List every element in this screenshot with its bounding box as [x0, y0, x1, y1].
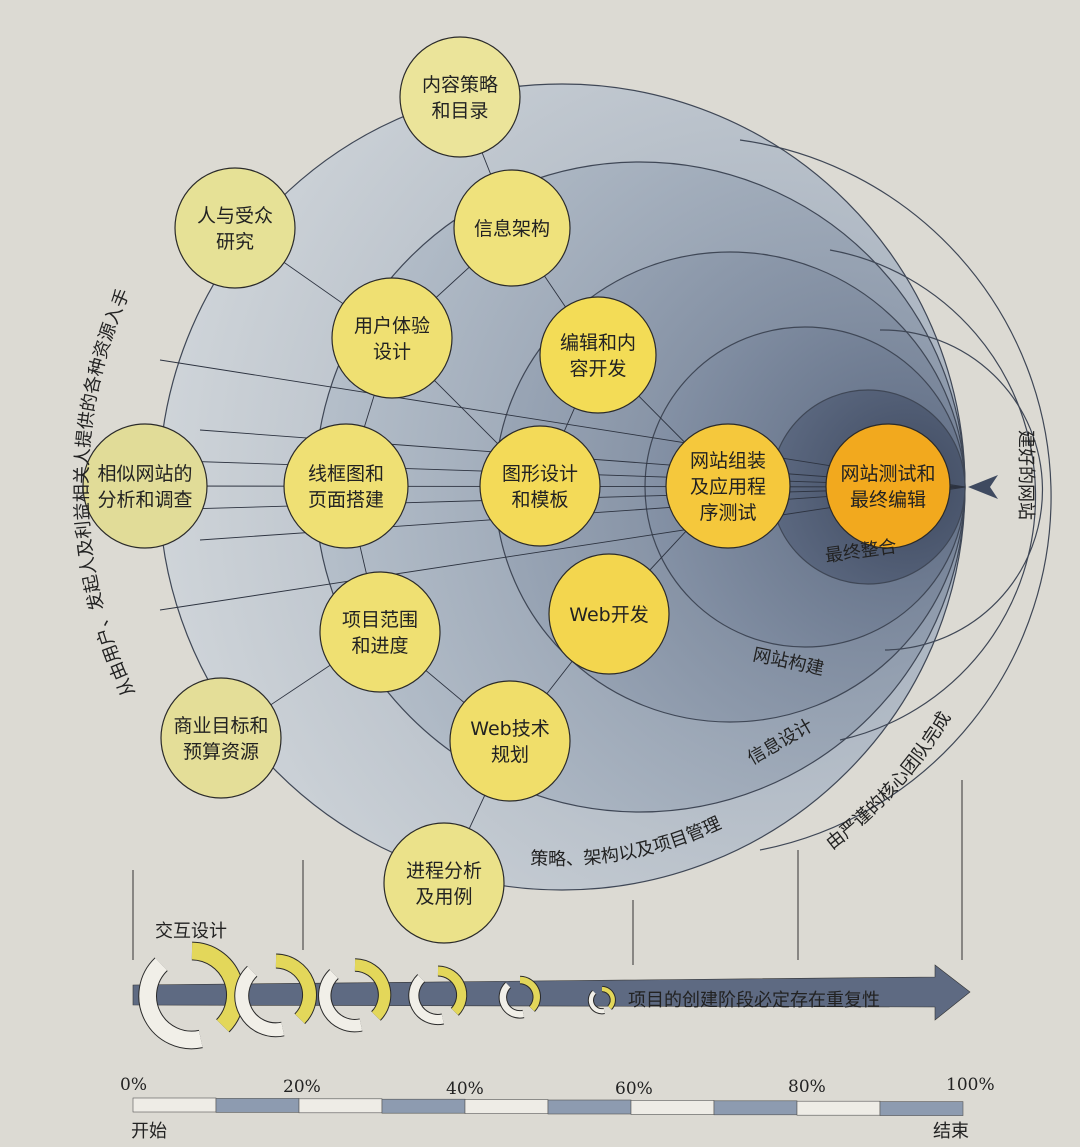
phase-dividers	[132, 780, 963, 965]
timeline-segment	[547, 1099, 632, 1115]
node-label: 页面搭建	[308, 489, 384, 511]
timeline-segment	[464, 1099, 549, 1114]
interaction-design-label: 交互设计	[155, 921, 227, 942]
timeline-segment	[132, 1097, 217, 1113]
node-web-development: Web开发	[548, 553, 670, 675]
node-label: 序测试	[699, 502, 756, 524]
node-circle	[453, 169, 571, 287]
node-label: 最终编辑	[850, 489, 926, 511]
tick-20: 20%	[283, 1077, 321, 1097]
timeline-segment	[215, 1098, 300, 1113]
node-label: 线框图和	[308, 463, 384, 485]
node-label: 设计	[373, 341, 411, 363]
node-label: 及用例	[415, 886, 472, 908]
cycle-icon	[138, 941, 245, 1050]
node-label: 编辑和内	[560, 332, 636, 354]
node-label: 进程分析	[406, 860, 482, 882]
node-label: 容开发	[569, 358, 626, 380]
node-circle	[383, 822, 505, 944]
tick-0: 0%	[120, 1075, 147, 1095]
iteration-arrow	[132, 964, 971, 1021]
cycle-icon	[498, 975, 541, 1019]
node-circle	[539, 296, 657, 414]
tick-40: 40%	[446, 1079, 484, 1099]
timeline-segment	[630, 1100, 715, 1115]
node-circle	[479, 425, 601, 547]
iteration-cycles	[138, 941, 616, 1050]
output-label: 建好的网站	[1015, 430, 1036, 520]
node-label: 和模板	[511, 489, 568, 511]
timeline-segment	[879, 1101, 964, 1116]
node-label: 项目范围	[342, 609, 418, 631]
node-label: 预算资源	[183, 741, 259, 763]
node-circle	[283, 423, 409, 549]
node-circle	[319, 571, 441, 693]
node-circle	[399, 36, 521, 158]
timeline-start: 开始	[131, 1121, 167, 1142]
timeline-end: 结束	[933, 1121, 969, 1142]
node-label: 分析和调查	[97, 489, 192, 511]
node-label: 网站测试和	[840, 463, 935, 485]
node-circle	[548, 553, 670, 675]
node-circle	[82, 423, 208, 549]
tick-60: 60%	[615, 1079, 653, 1099]
tick-80: 80%	[788, 1077, 826, 1097]
node-label: 相似网站的	[97, 463, 192, 485]
node-circle	[331, 277, 453, 399]
timeline-segment	[381, 1098, 466, 1114]
node-label: 图形设计	[502, 463, 578, 485]
cycle-icon	[234, 953, 317, 1038]
node-information-architecture: 信息架构	[453, 169, 571, 287]
node-circle	[174, 167, 296, 289]
tick-100: 100%	[946, 1075, 995, 1095]
node-circle	[665, 423, 791, 549]
node-label: 研究	[216, 231, 254, 253]
iteration-note: 项目的创建阶段必定存在重复性	[628, 990, 880, 1011]
node-label: 人与受众	[197, 205, 273, 227]
node-label: 用户体验	[354, 315, 430, 337]
progress-timeline	[132, 1097, 964, 1116]
node-label: 及应用程	[690, 476, 766, 498]
cycle-icon	[408, 965, 468, 1026]
node-circle	[449, 680, 571, 802]
timeline-segment	[796, 1100, 881, 1116]
node-circle	[160, 677, 282, 799]
node-label: Web技术	[470, 718, 549, 740]
node-label: 和进度	[351, 635, 408, 657]
cycle-icon	[587, 985, 616, 1015]
timeline-segment	[298, 1098, 383, 1114]
node-label: 商业目标和	[173, 715, 268, 737]
node-circle	[825, 423, 951, 549]
node-label: 和目录	[431, 100, 488, 122]
node-label: Web开发	[569, 604, 648, 626]
output-arrow-icon	[968, 475, 998, 499]
node-label: 网站组装	[690, 450, 766, 472]
cycle-icon	[318, 958, 392, 1033]
node-label: 信息架构	[474, 218, 550, 240]
node-label: 内容策略	[422, 74, 498, 96]
timeline-segment	[713, 1100, 798, 1116]
node-label: 规划	[491, 744, 529, 766]
